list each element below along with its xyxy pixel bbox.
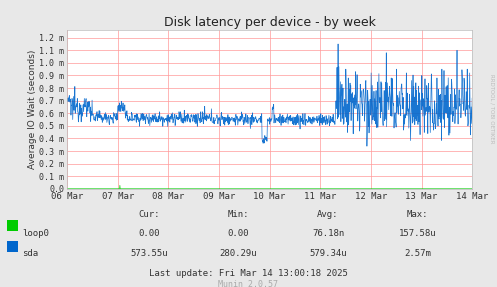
Text: Avg:: Avg: — [317, 210, 339, 218]
Text: RRDTOOL / TOBI OETIKER: RRDTOOL / TOBI OETIKER — [490, 74, 495, 144]
Text: 280.29u: 280.29u — [220, 249, 257, 258]
Text: loop0: loop0 — [22, 229, 49, 238]
Text: 573.55u: 573.55u — [130, 249, 168, 258]
Text: 0.00: 0.00 — [138, 229, 160, 238]
Text: Last update: Fri Mar 14 13:00:18 2025: Last update: Fri Mar 14 13:00:18 2025 — [149, 269, 348, 278]
Text: 0.00: 0.00 — [228, 229, 249, 238]
Text: Cur:: Cur: — [138, 210, 160, 218]
Text: 76.18n: 76.18n — [312, 229, 344, 238]
Text: sda: sda — [22, 249, 38, 258]
Text: 2.57m: 2.57m — [404, 249, 431, 258]
Y-axis label: Average IO Wait (seconds): Average IO Wait (seconds) — [27, 50, 37, 169]
Text: 157.58u: 157.58u — [399, 229, 436, 238]
Text: Munin 2.0.57: Munin 2.0.57 — [219, 280, 278, 287]
Text: Max:: Max: — [407, 210, 428, 218]
Text: 579.34u: 579.34u — [309, 249, 347, 258]
Text: Min:: Min: — [228, 210, 249, 218]
Title: Disk latency per device - by week: Disk latency per device - by week — [164, 16, 376, 29]
